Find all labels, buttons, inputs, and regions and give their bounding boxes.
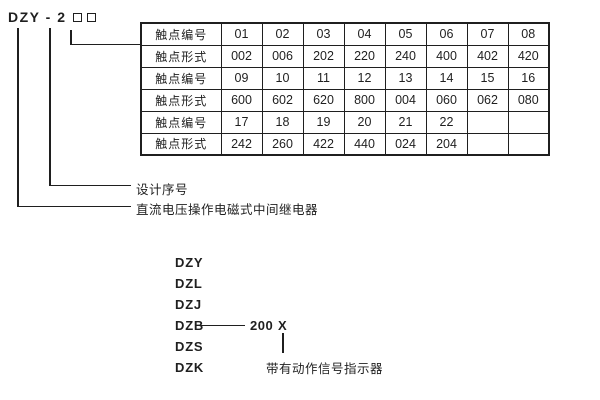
table-cell: 400 [425, 44, 468, 68]
table-cell [466, 110, 509, 134]
table-cell: 422 [302, 132, 345, 156]
table-cell: 600 [220, 88, 263, 112]
table-cell: 16 [507, 66, 550, 90]
table-cell: 004 [384, 88, 427, 112]
table-cell: 05 [384, 22, 427, 46]
table-cell: 402 [466, 44, 509, 68]
table-cell: 04 [343, 22, 386, 46]
table-cell: 14 [425, 66, 468, 90]
placeholder-box-icon [87, 12, 97, 22]
table-cell: 080 [507, 88, 550, 112]
relay-type-label: 直流电压操作电磁式中间继电器 [136, 203, 319, 217]
table-cell: 242 [220, 132, 263, 156]
placeholder-box-icon [73, 12, 83, 22]
table-cell: 19 [302, 110, 345, 134]
row-header: 触点编号 [140, 66, 222, 90]
table-cell: 13 [384, 66, 427, 90]
table-cell: 060 [425, 88, 468, 112]
table-cell: 620 [302, 88, 345, 112]
row-header: 触点形式 [140, 132, 222, 156]
table-cell: 08 [507, 22, 550, 46]
leader-line-contact-code-horizontal [70, 43, 140, 45]
table-cell: 21 [384, 110, 427, 134]
table-cell: 15 [466, 66, 509, 90]
dzb-suffix: X [278, 318, 288, 333]
row-header: 触点形式 [140, 88, 222, 112]
leader-line-design-serial-horizontal [49, 184, 131, 186]
leader-line-contact-code-vertical [70, 30, 72, 45]
row-header: 触点编号 [140, 110, 222, 134]
model-code: DZY - 2 [8, 9, 97, 25]
contact-code-table: 触点编号 01 02 03 04 05 06 07 08 触点形式 002 00… [140, 22, 550, 156]
table-cell: 204 [425, 132, 468, 156]
table-cell: 11 [302, 66, 345, 90]
table-row: 触点编号 09 10 11 12 13 14 15 16 [140, 66, 550, 90]
table-cell: 420 [507, 44, 550, 68]
table-cell: 09 [220, 66, 263, 90]
model-code-text: DZY - 2 [8, 9, 67, 25]
table-cell: 17 [220, 110, 263, 134]
table-cell: 20 [343, 110, 386, 134]
table-cell: 440 [343, 132, 386, 156]
table-row: 触点编号 01 02 03 04 05 06 07 08 [140, 22, 550, 46]
table-cell: 02 [261, 22, 304, 46]
table-cell: 800 [343, 88, 386, 112]
table-cell: 07 [466, 22, 509, 46]
leader-line-relay-type-vertical [17, 28, 19, 207]
table-cell: 01 [220, 22, 263, 46]
table-cell: 12 [343, 66, 386, 90]
table-cell: 260 [261, 132, 304, 156]
table-row: 触点形式 002 006 202 220 240 400 402 420 [140, 44, 550, 68]
table-cell: 18 [261, 110, 304, 134]
table-cell: 006 [261, 44, 304, 68]
model-series-item-dzl: DZL [175, 276, 203, 291]
row-header: 触点形式 [140, 44, 222, 68]
table-cell: 240 [384, 44, 427, 68]
leader-line-relay-type-horizontal [17, 205, 131, 207]
table-cell: 03 [302, 22, 345, 46]
table-cell: 22 [425, 110, 468, 134]
table-cell: 06 [425, 22, 468, 46]
table-cell: 202 [302, 44, 345, 68]
model-series-item-dzj: DZJ [175, 297, 202, 312]
design-serial-label: 设计序号 [136, 183, 189, 197]
model-series-item-dzk: DZK [175, 360, 205, 375]
model-series-item-dzs: DZS [175, 339, 204, 354]
table-cell: 602 [261, 88, 304, 112]
table-cell: 062 [466, 88, 509, 112]
suffix-note-label: 带有动作信号指示器 [266, 362, 384, 376]
leader-line-design-serial-vertical [49, 28, 51, 186]
table-cell: 220 [343, 44, 386, 68]
model-series-item-dzy: DZY [175, 255, 204, 270]
table-row: 触点编号 17 18 19 20 21 22 [140, 110, 550, 134]
row-header: 触点编号 [140, 22, 222, 46]
table-row: 触点形式 242 260 422 440 024 204 [140, 132, 550, 156]
table-cell: 024 [384, 132, 427, 156]
table-cell: 10 [261, 66, 304, 90]
table-cell [507, 110, 550, 134]
suffix-note-connector-line [282, 333, 284, 353]
dzb-connector-line [200, 324, 245, 326]
table-cell: 002 [220, 44, 263, 68]
table-cell [507, 132, 550, 156]
table-cell [466, 132, 509, 156]
table-row: 触点形式 600 602 620 800 004 060 062 080 [140, 88, 550, 112]
model-series-item-dzb: DZB [175, 318, 205, 333]
dzb-number: 200 [250, 318, 274, 333]
